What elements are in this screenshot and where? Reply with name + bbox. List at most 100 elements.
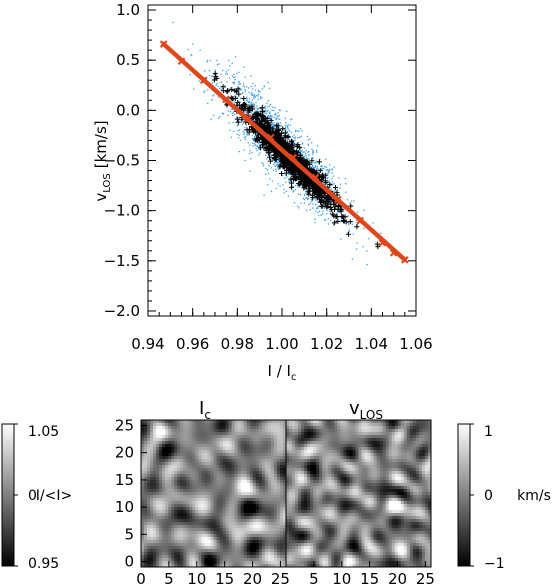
map-pixel (192, 531, 196, 535)
map-pixel (243, 426, 248, 430)
data-point (327, 223, 330, 225)
map-pixel (246, 429, 251, 433)
data-point (240, 89, 242, 91)
map-pixel (225, 471, 229, 475)
data-point (237, 129, 239, 132)
data-point (322, 178, 328, 184)
map-pixel (249, 441, 254, 445)
map-pixel (231, 468, 236, 472)
map-pixel (270, 456, 275, 460)
map-pixel (150, 453, 154, 457)
map-pixel (177, 525, 181, 529)
data-point (251, 152, 253, 154)
map-pixel (252, 537, 257, 541)
x-tick-label: 1.04 (355, 335, 388, 353)
data-point (199, 49, 201, 51)
map-pixel (258, 483, 263, 487)
data-point (230, 108, 232, 110)
map-pixel (210, 471, 214, 475)
map-pixel (177, 444, 181, 448)
map-pixel (261, 516, 266, 520)
map-pixel (162, 486, 166, 490)
map-pixel (258, 477, 263, 481)
data-point (307, 144, 310, 146)
map-pixel (195, 528, 199, 532)
data-point (323, 172, 329, 178)
map-pixel (258, 501, 263, 505)
map-pixel (153, 465, 157, 469)
map-pixel (159, 444, 163, 448)
map-pixel (144, 471, 148, 475)
map-pixel (258, 429, 263, 433)
map-pixel (273, 432, 278, 436)
map-pixel (186, 531, 190, 535)
map-pixel (231, 489, 236, 493)
map-pixel (192, 480, 196, 484)
map-pixel (159, 480, 163, 484)
map-pixel (147, 438, 151, 442)
map-pixel (147, 453, 151, 457)
map-pixel (240, 534, 245, 538)
map-pixel (174, 465, 178, 469)
map-pixel (246, 501, 251, 505)
map-pixel (258, 543, 263, 547)
map-pixel (252, 438, 257, 442)
data-point (210, 118, 212, 120)
map-pixel (180, 501, 184, 505)
map-pixel (186, 546, 190, 550)
map-pixel (240, 468, 245, 472)
data-point (212, 114, 215, 116)
map-pixel (243, 531, 248, 535)
map-pixel (165, 495, 169, 499)
map-pixel (231, 456, 236, 460)
map-pixel (204, 513, 208, 517)
map-pixel (186, 516, 190, 520)
data-point (340, 221, 342, 223)
data-point (278, 163, 281, 165)
data-point (250, 103, 252, 106)
map-pixel (147, 474, 151, 478)
map-pixel (150, 438, 154, 442)
map-pixel (183, 462, 187, 466)
map-pixel (270, 531, 275, 535)
map-pixel (195, 465, 199, 469)
data-point (285, 132, 287, 135)
map-pixel (195, 546, 199, 550)
map-pixel (213, 483, 217, 487)
map-pixel (153, 480, 157, 484)
data-point (269, 105, 271, 107)
data-point (268, 165, 270, 167)
map-pixel (186, 498, 190, 502)
map-pixel (177, 510, 181, 514)
map-pixel (252, 432, 257, 436)
data-point (309, 180, 311, 182)
data-point (314, 165, 317, 167)
map-pixel (237, 504, 242, 508)
map-pixel (210, 510, 214, 514)
map-pixel (249, 462, 254, 466)
data-point (273, 163, 275, 165)
map-pixel (237, 507, 242, 511)
map-pixel (189, 522, 193, 526)
map-pixel (246, 504, 251, 508)
map-pixel (207, 429, 211, 433)
data-point (234, 116, 240, 122)
map-pixel (159, 498, 163, 502)
map-pixel (216, 513, 220, 517)
map-pixel (201, 426, 205, 430)
map-pixel (201, 513, 205, 517)
map-pixel (231, 441, 236, 445)
map-pixel (252, 501, 257, 505)
map-pixel (183, 474, 187, 478)
map-pixel (183, 531, 187, 535)
map-pixel (219, 501, 223, 505)
map-pixel (192, 498, 196, 502)
map-pixel (171, 492, 175, 496)
map-pixel (147, 459, 151, 463)
data-point (285, 190, 288, 192)
map-pixel (243, 501, 248, 505)
map-pixel (162, 492, 166, 496)
data-point (275, 170, 277, 172)
map-pixel (216, 438, 220, 442)
map-pixel (243, 435, 248, 439)
